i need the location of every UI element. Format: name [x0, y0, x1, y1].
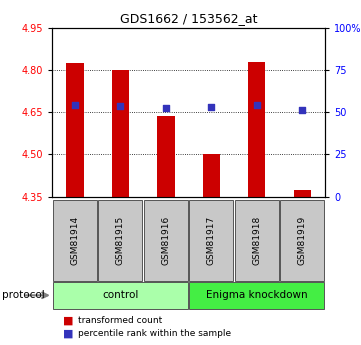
- Text: transformed count: transformed count: [78, 316, 162, 325]
- Bar: [98, 200, 142, 281]
- Bar: [189, 282, 325, 309]
- Bar: [203, 155, 220, 197]
- Title: GDS1662 / 153562_at: GDS1662 / 153562_at: [120, 12, 257, 25]
- Text: protocol: protocol: [2, 290, 44, 300]
- Bar: [280, 200, 324, 281]
- Bar: [144, 200, 188, 281]
- Bar: [293, 190, 311, 197]
- Text: GSM81918: GSM81918: [252, 216, 261, 265]
- Point: [163, 105, 169, 111]
- Text: GSM81914: GSM81914: [70, 216, 79, 265]
- Point: [208, 105, 214, 110]
- Bar: [235, 200, 279, 281]
- Text: GSM81916: GSM81916: [161, 216, 170, 265]
- Point: [254, 102, 260, 107]
- Text: control: control: [102, 290, 139, 300]
- Bar: [189, 200, 233, 281]
- Bar: [53, 282, 188, 309]
- Bar: [248, 62, 265, 197]
- Point: [299, 107, 305, 112]
- Point: [72, 102, 78, 107]
- Bar: [112, 70, 129, 197]
- Text: ■: ■: [63, 329, 74, 338]
- Text: percentile rank within the sample: percentile rank within the sample: [78, 329, 231, 338]
- Bar: [66, 63, 84, 197]
- Bar: [157, 116, 174, 197]
- Text: GSM81919: GSM81919: [298, 216, 307, 265]
- Bar: [53, 200, 97, 281]
- Text: Enigma knockdown: Enigma knockdown: [206, 290, 308, 300]
- Text: GSM81915: GSM81915: [116, 216, 125, 265]
- Text: GSM81917: GSM81917: [207, 216, 216, 265]
- Point: [118, 104, 123, 109]
- Text: ■: ■: [63, 316, 74, 326]
